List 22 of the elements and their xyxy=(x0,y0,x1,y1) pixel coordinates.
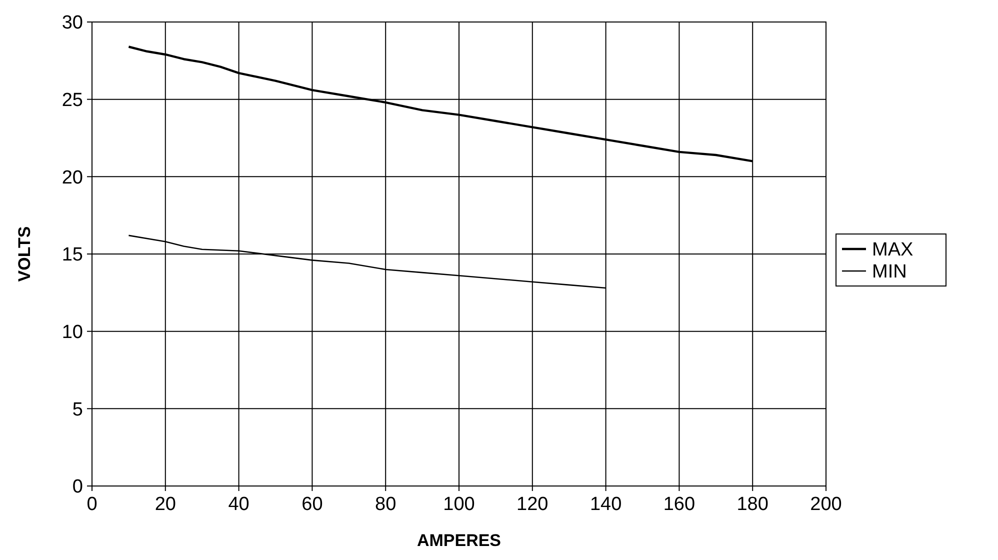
x-tick-label: 180 xyxy=(736,494,768,515)
legend-label: MIN xyxy=(872,262,907,283)
y-tick-label: 25 xyxy=(62,90,83,111)
x-tick-label: 160 xyxy=(663,494,696,515)
y-tick-label: 15 xyxy=(62,244,83,266)
x-tick-label: 60 xyxy=(302,494,323,515)
y-axis-title: VOLTS xyxy=(15,226,34,282)
y-tick-label: 10 xyxy=(62,322,83,343)
x-tick-label: 200 xyxy=(810,494,842,515)
y-tick-label: 0 xyxy=(72,476,83,498)
legend-label: MAX xyxy=(872,240,914,261)
x-tick-label: 120 xyxy=(516,494,548,515)
x-tick-label: 100 xyxy=(443,494,475,515)
y-tick-label: 5 xyxy=(72,399,83,420)
x-tick-label: 0 xyxy=(86,494,98,515)
x-tick-label: 20 xyxy=(154,494,176,515)
x-tick-label: 140 xyxy=(590,494,622,515)
x-axis-title: AMPERES xyxy=(416,531,502,550)
y-tick-label: 20 xyxy=(62,167,83,188)
x-tick-label: 40 xyxy=(228,494,250,515)
y-tick-label: 30 xyxy=(62,12,83,34)
x-tick-label: 80 xyxy=(375,494,396,515)
